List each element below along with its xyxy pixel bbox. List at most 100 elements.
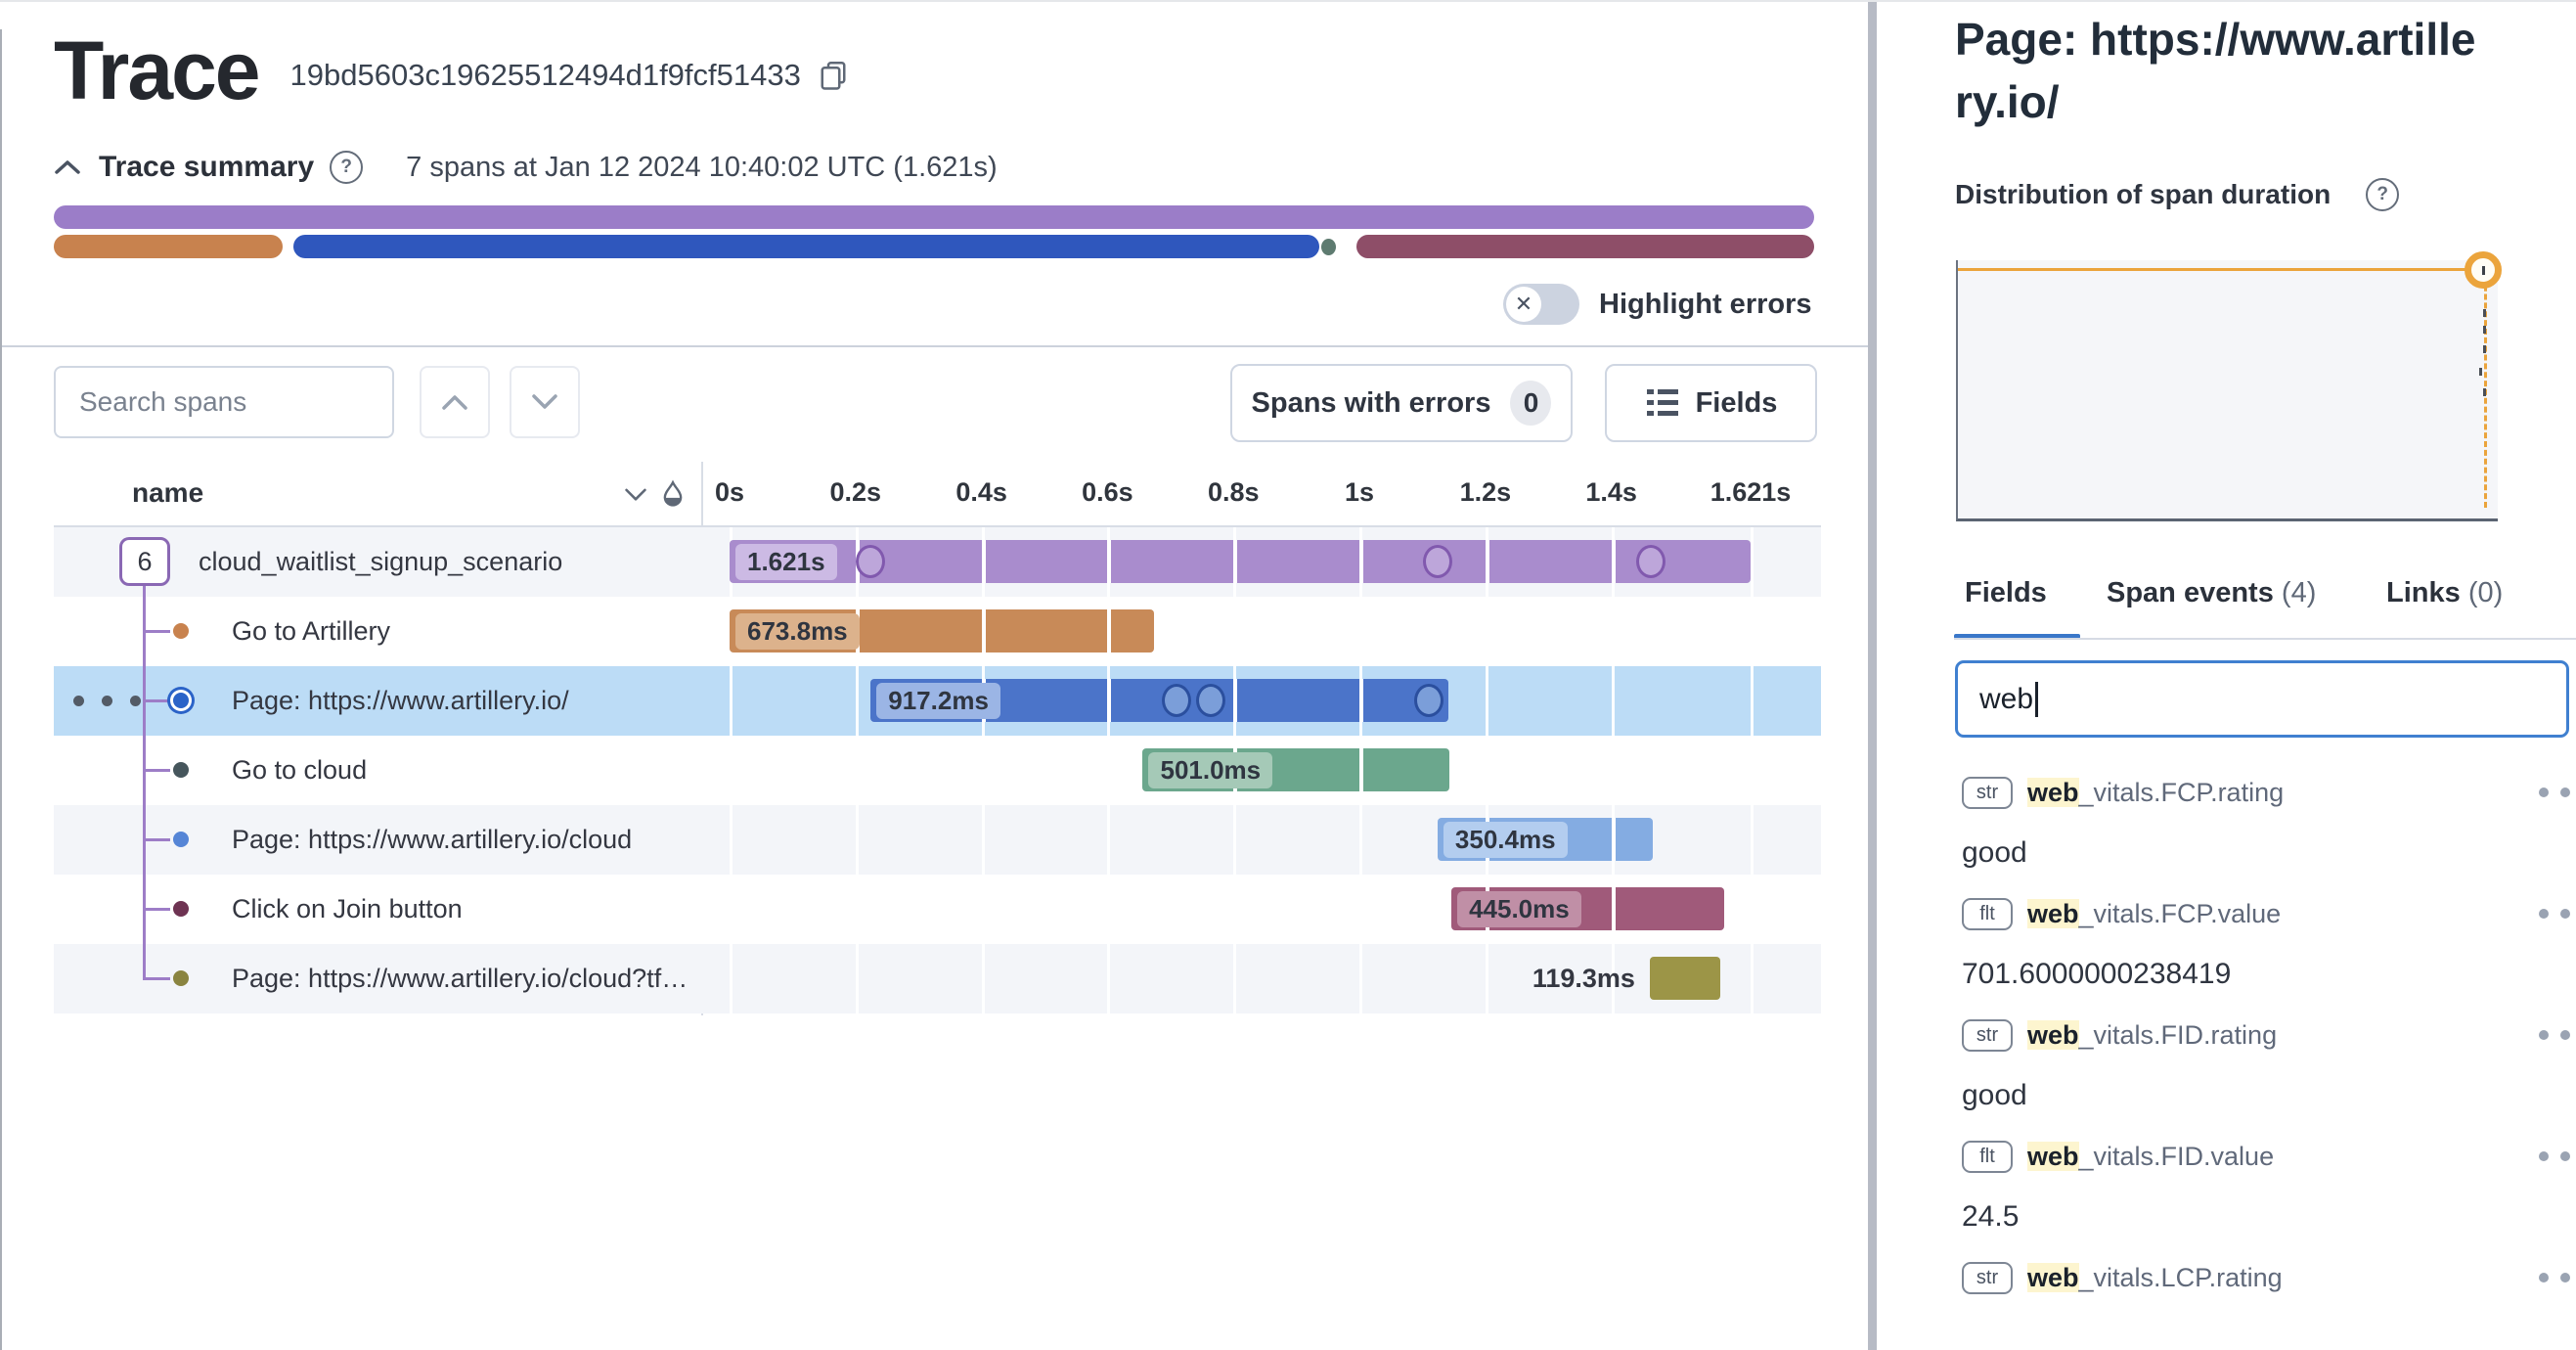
spans-with-errors-button[interactable]: Spans with errors 0	[1230, 364, 1573, 442]
span-duration-bar[interactable]	[1649, 957, 1721, 1000]
field-value: 701.6000000238419	[1962, 958, 2232, 990]
span-duration-bar[interactable]: 350.4ms	[1437, 818, 1654, 861]
trace-header: Trace 19bd5603c19625512494d1f9fcf51433	[54, 23, 848, 117]
current-span-marker-line	[2484, 268, 2487, 508]
section-divider	[0, 345, 1870, 347]
span-name[interactable]: Go to cloud	[232, 755, 368, 785]
duration-drop-icon[interactable]	[659, 479, 687, 511]
span-type-dot	[173, 693, 189, 708]
field-name-row[interactable]: flt web_vitals.FCP.value	[1955, 888, 2576, 939]
span-duration-label: 1.621s	[735, 543, 837, 580]
time-tick-label: 0.4s	[955, 477, 1007, 507]
span-name[interactable]: Click on Join button	[232, 894, 463, 923]
distribution-title: Distribution of span duration	[1955, 179, 2332, 209]
prev-match-button[interactable]	[420, 366, 490, 438]
search-placeholder: Search spans	[79, 386, 247, 417]
span-type-dot	[173, 762, 189, 778]
field-actions-ellipsis-button[interactable]	[2539, 1151, 2576, 1161]
collapse-chevron-up-icon[interactable]	[54, 158, 81, 176]
waterfall-controls: Search spans Spans with errors 0 Fields	[0, 364, 1870, 442]
field-name: web_vitals.FID.rating	[2027, 1019, 2278, 1050]
span-duration-bar[interactable]: 1.621s	[730, 540, 1751, 583]
field-actions-ellipsis-button[interactable]	[2539, 788, 2576, 797]
span-name[interactable]: Page: https://www.artillery.io/	[232, 686, 569, 715]
fields-list: str web_vitals.FCP.rating good flt web_vital…	[1955, 767, 2576, 1313]
tree-connector-stub	[143, 699, 170, 702]
field-name-row[interactable]: str web_vitals.LCP.rating	[1955, 1252, 2576, 1303]
span-name[interactable]: Go to Artillery	[232, 616, 391, 646]
highlight-errors-row: ✕ Highlight errors	[1503, 283, 1812, 326]
tree-connector-line	[143, 586, 146, 978]
child-count-badge[interactable]: 6	[119, 537, 170, 586]
span-row[interactable]	[54, 944, 1821, 1013]
distribution-help-icon[interactable]: ?	[2366, 178, 2400, 211]
vertical-scrollbar[interactable]	[1868, 2, 1877, 1350]
header-border	[54, 525, 1821, 527]
span-duration-distribution-chart[interactable]	[1956, 251, 2502, 521]
trace-minimap[interactable]	[54, 205, 1814, 264]
field-name-row[interactable]: str web_vitals.FCP.rating	[1955, 767, 2576, 818]
field-name: web_vitals.FCP.rating	[2027, 777, 2285, 807]
span-duration-bar[interactable]: 445.0ms	[1451, 887, 1724, 930]
minimap-span-bar	[54, 205, 1814, 229]
field-value: good	[1962, 836, 2027, 869]
span-event-marker[interactable]	[1162, 684, 1192, 717]
span-row[interactable]	[54, 736, 1821, 805]
span-detail-panel: Page: https://www.artillery.io/ Distribu…	[1878, 2, 2576, 1350]
tab-span-events[interactable]: Span events (4)	[2107, 577, 2317, 608]
span-name[interactable]: cloud_waitlist_signup_scenario	[199, 547, 563, 576]
field-name-row[interactable]: str web_vitals.FID.rating	[1955, 1010, 2576, 1060]
copy-icon[interactable]	[819, 60, 848, 93]
span-duration-bar[interactable]: 501.0ms	[1142, 748, 1450, 791]
trace-id: 19bd5603c19625512494d1f9fcf51433	[289, 58, 801, 92]
field-type-badge: flt	[1962, 897, 2013, 930]
tab-links[interactable]: Links (0)	[2386, 577, 2504, 608]
time-tick-label: 1.621s	[1710, 477, 1792, 507]
minimap-span-bar	[54, 235, 283, 258]
field-actions-ellipsis-button[interactable]	[2539, 1030, 2576, 1040]
tab-fields[interactable]: Fields	[1965, 577, 2047, 608]
distribution-curve-line	[1958, 268, 2498, 271]
search-spans-input[interactable]: Search spans	[54, 366, 394, 438]
span-duration-bar[interactable]: 673.8ms	[730, 609, 1155, 652]
highlight-errors-toggle[interactable]: ✕	[1503, 284, 1579, 325]
span-event-marker[interactable]	[1196, 684, 1226, 717]
field-name: web_vitals.FCP.value	[2027, 898, 2282, 928]
help-icon[interactable]: ?	[330, 151, 364, 184]
span-name[interactable]: Page: https://www.artillery.io/cloud?tf…	[232, 964, 688, 993]
span-event-marker[interactable]	[1635, 545, 1666, 578]
field-name-row[interactable]: flt web_vitals.FID.value	[1955, 1131, 2576, 1182]
sort-chevron-down-icon[interactable]	[624, 487, 647, 503]
field-name: web_vitals.FID.value	[2027, 1141, 2275, 1171]
name-column-header[interactable]: name	[132, 477, 204, 508]
fields-button-label: Fields	[1695, 386, 1778, 419]
minimap-span-bar	[292, 235, 1320, 258]
span-event-marker[interactable]	[856, 545, 886, 578]
span-duration-label: 917.2ms	[876, 682, 1000, 719]
tabs-divider	[1954, 638, 2576, 640]
field-type-badge: str	[1962, 776, 2013, 809]
current-span-marker	[2465, 251, 2502, 289]
field-filter-value: web	[1979, 682, 2034, 715]
span-duration-label: 119.3ms	[1532, 964, 1635, 993]
timeline-gridline	[981, 527, 985, 1015]
chevron-down-icon	[532, 394, 557, 409]
field-actions-ellipsis-button[interactable]	[2539, 909, 2576, 919]
field-filter-input[interactable]: web	[1955, 660, 2569, 738]
span-name[interactable]: Page: https://www.artillery.io/cloud	[232, 825, 633, 854]
highlight-errors-label: Highlight errors	[1599, 288, 1812, 320]
span-event-marker[interactable]	[1413, 684, 1443, 717]
spans-with-errors-label: Spans with errors	[1251, 386, 1491, 419]
span-duration-bar[interactable]: 917.2ms	[870, 679, 1448, 722]
span-event-marker[interactable]	[1422, 545, 1452, 578]
fields-button[interactable]: Fields	[1605, 364, 1817, 442]
field-value: good	[1962, 1079, 2027, 1111]
field-actions-ellipsis-button[interactable]	[2539, 1273, 2576, 1282]
page-title: Trace	[54, 23, 261, 116]
field-type-badge: flt	[1962, 1140, 2013, 1173]
field-type-badge: str	[1962, 1018, 2013, 1052]
next-match-button[interactable]	[510, 366, 580, 438]
text-caret	[2035, 681, 2039, 717]
trace-summary-label[interactable]: Trace summary	[99, 151, 315, 183]
row-actions-ellipsis-button[interactable]	[73, 696, 141, 706]
